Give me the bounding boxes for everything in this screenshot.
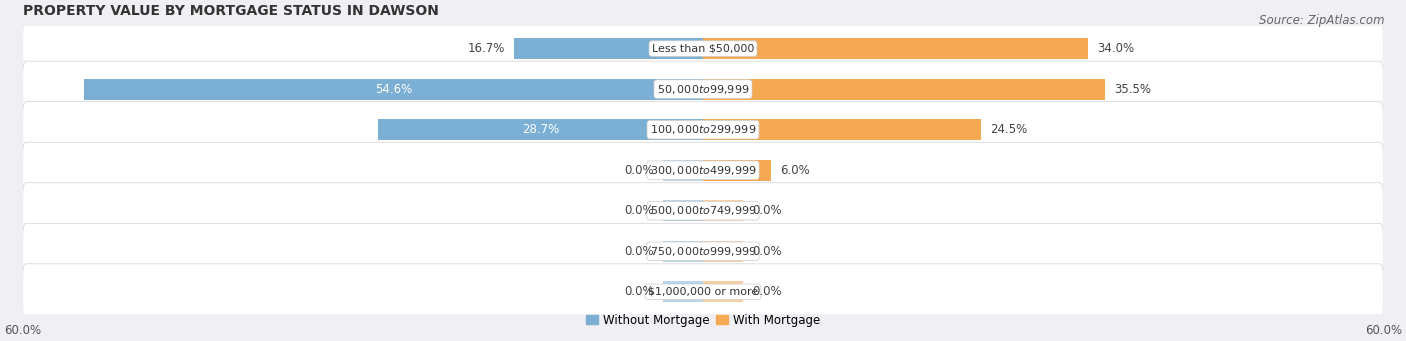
Text: 0.0%: 0.0% bbox=[752, 204, 782, 217]
Text: 0.0%: 0.0% bbox=[624, 164, 654, 177]
FancyBboxPatch shape bbox=[22, 61, 1384, 117]
Text: Source: ZipAtlas.com: Source: ZipAtlas.com bbox=[1260, 14, 1385, 27]
FancyBboxPatch shape bbox=[22, 223, 1384, 279]
Text: 54.6%: 54.6% bbox=[375, 83, 412, 95]
Bar bbox=[664, 160, 703, 181]
Text: $500,000 to $749,999: $500,000 to $749,999 bbox=[650, 204, 756, 217]
Bar bbox=[664, 200, 703, 221]
Text: 35.5%: 35.5% bbox=[1115, 83, 1152, 95]
FancyBboxPatch shape bbox=[22, 264, 1384, 320]
Text: 16.7%: 16.7% bbox=[467, 42, 505, 55]
Text: 0.0%: 0.0% bbox=[752, 245, 782, 258]
Bar bbox=[703, 38, 1088, 59]
Bar bbox=[378, 119, 703, 140]
Bar bbox=[84, 78, 703, 100]
FancyBboxPatch shape bbox=[22, 142, 1384, 198]
Text: PROPERTY VALUE BY MORTGAGE STATUS IN DAWSON: PROPERTY VALUE BY MORTGAGE STATUS IN DAW… bbox=[22, 4, 439, 18]
Text: 6.0%: 6.0% bbox=[780, 164, 810, 177]
FancyBboxPatch shape bbox=[22, 102, 1384, 158]
Bar bbox=[664, 281, 703, 302]
Legend: Without Mortgage, With Mortgage: Without Mortgage, With Mortgage bbox=[581, 309, 825, 331]
Bar bbox=[703, 119, 981, 140]
Text: $300,000 to $499,999: $300,000 to $499,999 bbox=[650, 164, 756, 177]
Bar bbox=[664, 241, 703, 262]
Bar bbox=[703, 281, 742, 302]
Text: 24.5%: 24.5% bbox=[990, 123, 1028, 136]
Text: $50,000 to $99,999: $50,000 to $99,999 bbox=[657, 83, 749, 95]
Text: 0.0%: 0.0% bbox=[624, 245, 654, 258]
Bar bbox=[703, 160, 770, 181]
Bar bbox=[513, 38, 703, 59]
Text: 0.0%: 0.0% bbox=[624, 285, 654, 298]
Text: 34.0%: 34.0% bbox=[1098, 42, 1135, 55]
Text: Less than $50,000: Less than $50,000 bbox=[652, 44, 754, 54]
FancyBboxPatch shape bbox=[22, 183, 1384, 239]
Text: $1,000,000 or more: $1,000,000 or more bbox=[648, 287, 758, 297]
Bar bbox=[703, 78, 1105, 100]
Text: $100,000 to $299,999: $100,000 to $299,999 bbox=[650, 123, 756, 136]
Text: 0.0%: 0.0% bbox=[624, 204, 654, 217]
Text: 0.0%: 0.0% bbox=[752, 285, 782, 298]
FancyBboxPatch shape bbox=[22, 20, 1384, 76]
Text: $750,000 to $999,999: $750,000 to $999,999 bbox=[650, 245, 756, 258]
Text: 28.7%: 28.7% bbox=[522, 123, 560, 136]
Bar bbox=[703, 241, 742, 262]
Bar bbox=[703, 200, 742, 221]
